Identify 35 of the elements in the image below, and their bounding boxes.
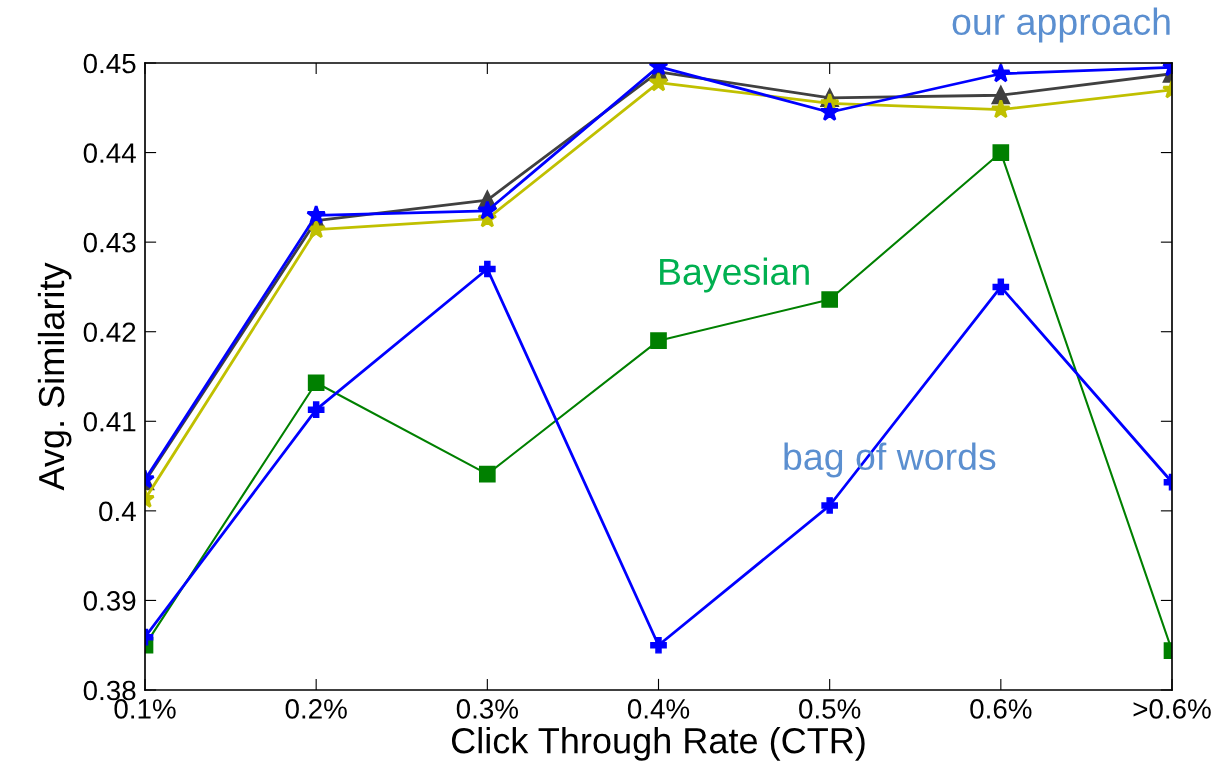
point — [990, 99, 1011, 119]
point — [821, 497, 839, 514]
y-tick-label: 0.45 — [83, 53, 136, 74]
x-tick-label: >0.6% — [1133, 699, 1211, 719]
y-tick-label: 0.39 — [83, 591, 136, 611]
x-tick-label: 0.4% — [627, 699, 690, 719]
y-tick-label: 0.43 — [83, 232, 136, 253]
point — [990, 63, 1011, 83]
y-tick-label: 0.42 — [83, 322, 136, 343]
point — [648, 72, 669, 92]
point — [821, 291, 838, 308]
point — [307, 401, 325, 418]
x-tick-label: 0.2% — [285, 699, 347, 719]
point — [650, 332, 667, 350]
x-tick-label: 0.1% — [114, 699, 176, 719]
annotation: Bayesian — [660, 257, 809, 293]
text: our approach — [952, 7, 1170, 43]
point — [819, 101, 840, 121]
point — [992, 278, 1010, 296]
point — [307, 374, 325, 392]
x-tick-label: 0.6% — [970, 699, 1032, 719]
y-tick-label: 0.38 — [83, 680, 136, 701]
x-axis-title: Click Through Rate (CTR) — [451, 727, 865, 761]
point — [479, 465, 496, 483]
point — [991, 86, 1010, 105]
point — [478, 260, 496, 278]
y-axis-title: Avg. Similarity — [37, 262, 72, 491]
y-tick-label: 0.41 — [83, 411, 136, 432]
point — [650, 636, 667, 654]
x-tick-label: 0.3% — [456, 699, 518, 719]
y-tick-label: 0.44 — [83, 143, 136, 163]
y-tick-label: 0.4 — [99, 501, 136, 522]
point — [992, 144, 1010, 161]
point — [477, 200, 498, 220]
x-tick-label: 0.5% — [799, 699, 861, 719]
